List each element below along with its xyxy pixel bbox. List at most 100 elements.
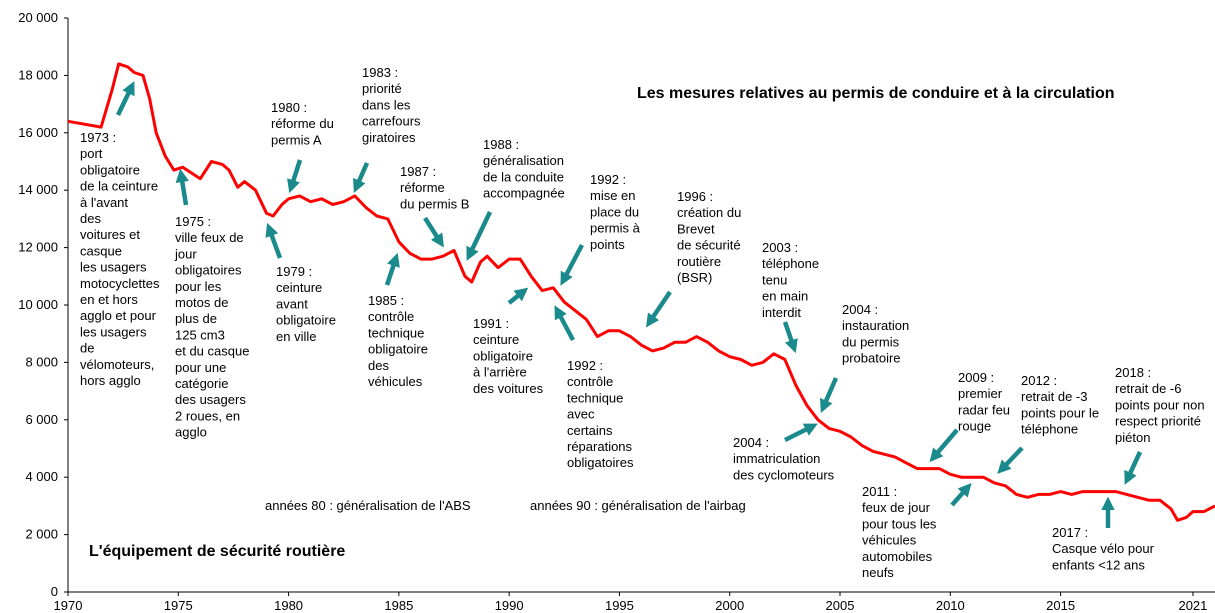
x-tick-label: 1980 xyxy=(274,598,303,613)
annotation-line: piéton xyxy=(1115,430,1150,445)
annotation-line: 2004 : xyxy=(733,435,769,450)
x-tick-label: 1985 xyxy=(384,598,413,613)
y-tick-label: 20 000 xyxy=(18,10,58,25)
annotation-line: rouge xyxy=(958,419,991,434)
y-tick-label: 8 000 xyxy=(25,354,58,369)
x-tick-label: 2015 xyxy=(1046,598,1075,613)
annotation-line: contrôle xyxy=(368,309,414,324)
annotation-line: du permis B xyxy=(400,196,469,211)
annotation-line: à l'arrière xyxy=(473,365,527,380)
annotation-line: voitures et xyxy=(80,227,140,242)
annotation-line: 1987 : xyxy=(400,164,436,179)
y-tick-label: 12 000 xyxy=(18,240,58,255)
annotation-line: obligatoire xyxy=(276,313,336,328)
annotation-line: dans les xyxy=(362,97,411,112)
annotation-line: contrôle xyxy=(567,374,613,389)
note: L'équipement de sécurité routière xyxy=(89,543,345,560)
annotation-line: véhicules xyxy=(368,374,423,389)
annotation-line: des xyxy=(80,211,101,226)
annotation-line: 1988 : xyxy=(483,137,519,152)
annotation-line: à l'avant xyxy=(80,195,128,210)
annotation-line: ville feux de xyxy=(175,230,244,245)
annotation-line: automobiles xyxy=(862,549,933,564)
annotation-line: jour xyxy=(174,246,197,261)
annotation-arrow xyxy=(507,287,529,305)
x-tick-label: 1970 xyxy=(54,598,83,613)
annotation-line: 1983 : xyxy=(362,65,398,80)
annotation-line: pour une xyxy=(175,360,226,375)
annotation-line: permis A xyxy=(271,132,322,147)
annotation-line: réforme xyxy=(400,180,445,195)
annotation-arrow xyxy=(997,446,1024,474)
annotation-line: technique xyxy=(368,325,424,340)
annotation-line: neufs xyxy=(862,565,894,580)
annotation-line: création du xyxy=(677,205,741,220)
annotation-line: retrait de -6 xyxy=(1115,381,1181,396)
note: années 90 : généralisation de l'airbag xyxy=(530,498,746,513)
annotation-line: et du casque xyxy=(175,344,249,359)
annotation-line: téléphone xyxy=(1021,422,1078,437)
annotation-line: motos de xyxy=(175,295,228,310)
annotation-line: technique xyxy=(567,390,623,405)
y-tick-label: 14 000 xyxy=(18,182,58,197)
annotation-arrow xyxy=(782,321,798,354)
annotation-line: carrefours xyxy=(362,114,421,129)
annotation-line: 2004 : xyxy=(842,302,878,317)
annotation-line: de la conduite xyxy=(483,169,564,184)
annotation-line: du permis xyxy=(842,334,900,349)
annotation-line: pour les xyxy=(175,279,222,294)
x-tick-label: 1995 xyxy=(605,598,634,613)
annotation-line: obligatoire xyxy=(80,162,140,177)
x-tick-label: 1975 xyxy=(164,598,193,613)
y-tick-label: 0 xyxy=(51,584,58,599)
annotation-line: mise en xyxy=(590,188,636,203)
annotation-line: motocyclettes xyxy=(80,276,160,291)
annotation-line: hors agglo xyxy=(80,373,141,388)
annotation-line: les usagers xyxy=(80,324,147,339)
annotation-line: accompagnée xyxy=(483,186,565,201)
annotation-line: feux de jour xyxy=(862,500,931,515)
annotation-line: points xyxy=(590,237,625,252)
annotation-arrow xyxy=(423,216,444,248)
annotation-arrow xyxy=(929,428,959,463)
annotation-line: respect priorité xyxy=(1115,414,1201,429)
annotation-arrow xyxy=(560,243,584,286)
annotation-arrow xyxy=(950,482,972,507)
annotation-line: instauration xyxy=(842,318,909,333)
annotation-line: certains xyxy=(567,423,613,438)
annotation-line: en ville xyxy=(276,329,316,344)
annotation-line: réparations xyxy=(567,439,633,454)
annotation-line: tenu xyxy=(762,272,787,287)
annotation-line: radar feu xyxy=(958,402,1010,417)
annotation-arrow xyxy=(353,162,370,193)
annotation-line: de sécurité xyxy=(677,238,741,253)
data-line xyxy=(67,62,1215,522)
annotation-line: obligatoires xyxy=(175,263,242,278)
x-tick-label: 2000 xyxy=(715,598,744,613)
annotation-line: réforme du xyxy=(271,116,334,131)
annotation-line: obligatoires xyxy=(567,455,634,470)
annotation-line: 1992 : xyxy=(590,172,626,187)
annotation-line: des cyclomoteurs xyxy=(733,467,835,482)
x-tick-label: 1990 xyxy=(495,598,524,613)
annotation-line: véhicules xyxy=(862,533,917,548)
annotation-line: 1991 : xyxy=(473,316,509,331)
annotation-line: retrait de -3 xyxy=(1021,389,1087,404)
x-tick-label: 2005 xyxy=(826,598,855,613)
annotation-line: priorité xyxy=(362,81,402,96)
annotation-line: agglo xyxy=(175,425,207,440)
annotation-line: des voitures xyxy=(473,381,544,396)
annotation-line: des usagers xyxy=(175,392,246,407)
annotation-line: (BSR) xyxy=(677,270,712,285)
annotation-arrow xyxy=(645,290,672,328)
y-tick-label: 10 000 xyxy=(18,297,58,312)
annotation-arrow xyxy=(1124,451,1143,485)
annotation-line: 1979 : xyxy=(276,264,312,279)
annotation-line: 1973 : xyxy=(80,130,116,145)
annotation-line: 1992 : xyxy=(567,358,603,373)
annotation-line: avec xyxy=(567,407,595,422)
annotation-line: 1975 : xyxy=(175,214,211,229)
annotation-line: points pour le xyxy=(1021,405,1099,420)
annotation-line: vélomoteurs, xyxy=(80,357,154,372)
